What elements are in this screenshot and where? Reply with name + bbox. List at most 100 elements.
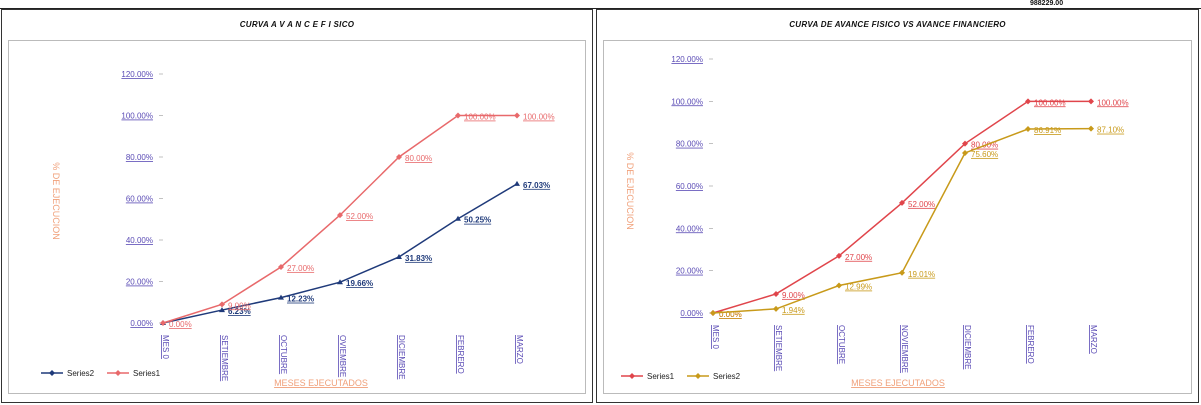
data-point (773, 305, 779, 312)
data-label: 67.03% (523, 181, 550, 190)
y-tick-label: 100.00% (671, 97, 703, 106)
data-label: 6.23% (228, 307, 251, 316)
data-point (219, 307, 225, 313)
x-tick-label: MES 0 (161, 335, 170, 360)
data-label: 19.01% (908, 270, 935, 279)
y-tick-label: 20.00% (676, 267, 703, 276)
data-point (455, 215, 461, 221)
chart-panel-fisico-vs-financiero: CURVA DE AVANCE FISICO VS AVANCE FINANCI… (596, 9, 1199, 403)
data-point (514, 180, 520, 186)
data-label: 12.23% (287, 295, 314, 304)
y-tick-label: 60.00% (676, 182, 703, 191)
y-axis-title: % DE EJECUCION (51, 162, 61, 240)
data-point (278, 263, 284, 270)
y-tick-label: 40.00% (126, 236, 153, 245)
y-tick-label: 80.00% (126, 153, 153, 162)
data-label: 87.10% (1097, 126, 1124, 135)
data-label: 0.00% (719, 310, 742, 319)
data-label: 75.60% (971, 150, 998, 159)
x-tick-label: SETIEMBRE (220, 335, 229, 381)
data-point (836, 282, 842, 289)
legend-label: Series2 (713, 372, 741, 381)
data-label: 19.66% (346, 279, 373, 288)
legend-marker (115, 370, 121, 376)
data-label: 9.00% (228, 301, 251, 310)
data-label: 31.83% (405, 254, 432, 263)
data-label: 100.00% (1097, 98, 1129, 107)
x-axis-title: MESES EJECUTADOS (274, 378, 368, 388)
data-label: 100.00% (464, 113, 496, 122)
x-tick-label: MES 0 (711, 325, 720, 350)
legend-marker (49, 370, 55, 376)
x-tick-label: MARZO (1089, 325, 1098, 354)
series-line-series2 (712, 127, 1092, 314)
data-point (1088, 98, 1094, 105)
data-point (1025, 98, 1031, 105)
data-label: 50.25% (464, 216, 491, 225)
x-tick-label: SETIEMBRE (774, 325, 783, 371)
data-point (710, 310, 716, 316)
plot-frame (8, 40, 586, 394)
y-tick-label: 0.00% (680, 309, 703, 318)
data-point (396, 253, 402, 259)
x-tick-label: FEBRERO (1026, 325, 1035, 364)
legend-label: Series1 (133, 369, 161, 378)
x-tick-label: FEBRERO (456, 335, 465, 374)
y-tick-label: 100.00% (121, 112, 153, 121)
data-point (455, 112, 461, 119)
plot-frame (603, 40, 1192, 394)
data-label: 52.00% (346, 212, 373, 221)
x-tick-label: DICIEMBRE (397, 335, 406, 379)
y-tick-label: 80.00% (676, 140, 703, 149)
y-tick-label: 40.00% (676, 224, 703, 233)
y-tick-label: 20.00% (126, 278, 153, 287)
data-label: 100.00% (523, 113, 555, 122)
top-border (0, 0, 1201, 9)
x-tick-label: NOVIEMBRE (900, 325, 909, 373)
data-point (278, 294, 284, 300)
data-label: 9.00% (782, 291, 805, 300)
data-point (1025, 126, 1031, 133)
data-label: 0.00% (169, 320, 192, 329)
y-tick-label: 0.00% (130, 319, 153, 328)
x-axis-title: MESES EJECUTADOS (851, 378, 945, 388)
data-point (396, 154, 402, 160)
data-point (219, 301, 225, 308)
data-point (514, 112, 520, 119)
x-tick-label: MARZO (515, 335, 524, 364)
legend-label: Series2 (67, 369, 95, 378)
chart-fisico-vs-financiero: 0.00% 20.00% 40.00% 60.00% 80.00% 100.00% 120.… (621, 55, 1129, 388)
data-point (899, 199, 905, 206)
x-tick-label: OCTUBRE (837, 325, 846, 364)
chart-title: CURVA A V A N C E F I SICO (239, 20, 355, 29)
legend-marker (695, 373, 701, 379)
y-axis-title: % DE EJECUCION (625, 152, 635, 230)
corner-value: 988229.00 (1030, 0, 1064, 7)
y-tick-label: 120.00% (121, 70, 153, 79)
x-tick-label: OCTUBRE (279, 335, 288, 374)
data-point (962, 149, 968, 156)
data-label: 27.00% (287, 264, 314, 273)
data-point (160, 320, 166, 326)
data-point (836, 252, 842, 259)
legend-marker (629, 373, 635, 379)
data-label: 0.00% (719, 310, 742, 319)
data-point (1088, 125, 1094, 132)
data-point (337, 212, 343, 219)
data-label: 12.99% (845, 283, 872, 292)
data-point (773, 290, 779, 297)
data-label: 1.94% (782, 306, 805, 315)
data-label: 100.00% (1034, 98, 1066, 107)
data-label: 86.91% (1034, 126, 1061, 135)
series-line-series2 (162, 183, 518, 324)
data-label: 52.00% (908, 200, 935, 209)
data-point (962, 140, 968, 147)
x-tick-label: OVIEMBRE (338, 335, 347, 377)
data-point (899, 269, 905, 276)
chart-panel-avance-fisico: CURVA A V A N C E F I SICO 0.00% 20.00% 40… (1, 9, 593, 403)
data-label: 27.00% (845, 253, 872, 262)
legend-label: Series1 (647, 372, 675, 381)
x-tick-label: DICIEMBRE (963, 325, 972, 369)
chart-title: CURVA DE AVANCE FISICO VS AVANCE FINANCI… (789, 20, 1006, 29)
y-tick-label: 60.00% (126, 195, 153, 204)
